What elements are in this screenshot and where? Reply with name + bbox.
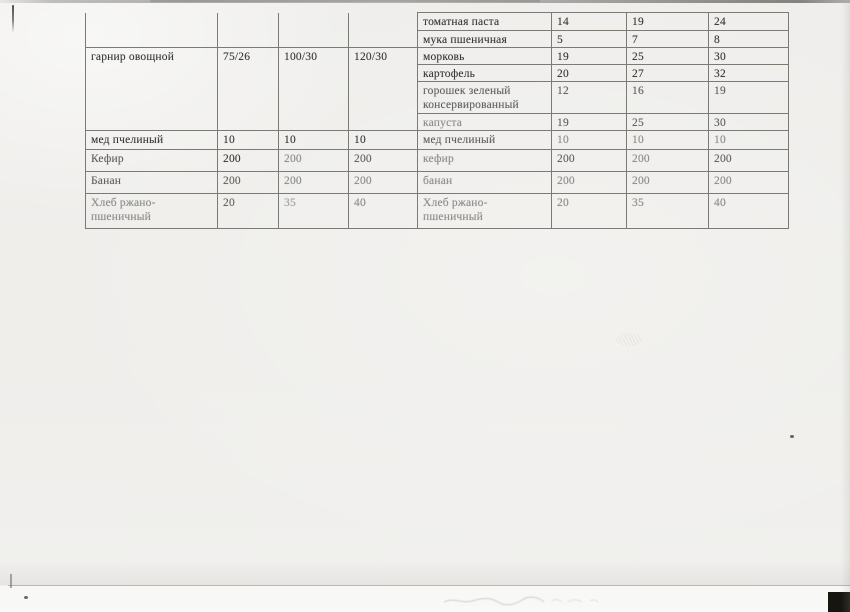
faint-smudge-mark <box>616 333 642 346</box>
portion-value-cell: 10 <box>348 130 418 150</box>
portion-value-cell: 200 <box>551 149 627 172</box>
portion-value-cell: 200 <box>278 149 349 172</box>
scanner-bed-strip <box>0 586 850 612</box>
portion-value-cell: 20 <box>551 193 627 229</box>
portion-value-cell: 200 <box>217 171 279 194</box>
product-name-cell: кефир <box>417 149 552 172</box>
ink-speck <box>790 435 794 438</box>
empty-cell <box>278 12 349 48</box>
portion-value-cell: 200 <box>626 171 709 194</box>
portion-value-cell: 35 <box>278 193 349 229</box>
handwriting-smudge <box>443 596 599 606</box>
product-name-cell: картофель <box>417 64 552 82</box>
scan-edge-shade <box>841 0 850 612</box>
product-name-cell: Хлеб ржано- пшеничный <box>417 193 552 229</box>
portion-value-cell: 16 <box>626 81 709 114</box>
product-name-cell: горошек зеленый консервированный <box>417 81 552 114</box>
product-name-cell: мед пчелиный <box>417 130 552 150</box>
portion-value-cell: 200 <box>278 171 349 194</box>
product-name-cell: морковь <box>417 47 552 65</box>
scanner-edge-artifact <box>0 0 850 3</box>
portion-value-cell: 200 <box>348 171 418 194</box>
paper-edge-line <box>8 585 850 586</box>
portion-value-cell: 27 <box>626 64 709 82</box>
paper-bottom-shadow <box>0 560 850 585</box>
portion-value-cell: 35 <box>626 193 709 229</box>
portion-value-cell: 25 <box>626 47 709 65</box>
portion-value-cell: 12 <box>551 81 627 114</box>
product-name-cell: гарнир овощной <box>85 47 218 131</box>
portion-value-cell: 30 <box>708 47 789 65</box>
pen-stroke-mark <box>12 5 14 33</box>
portion-value-cell: 200 <box>708 171 789 194</box>
portion-value-cell: 7 <box>626 30 709 48</box>
portion-value-cell: 120/30 <box>348 47 418 131</box>
empty-cell <box>348 12 418 48</box>
empty-cell <box>217 12 279 48</box>
empty-cell <box>85 12 218 48</box>
portion-value-cell: 14 <box>551 12 627 31</box>
ink-speck <box>24 596 28 599</box>
portion-value-cell: 200 <box>551 171 627 194</box>
portion-value-cell: 10 <box>217 130 279 150</box>
portion-value-cell: 40 <box>348 193 418 229</box>
product-name-cell: мед пчелиный <box>85 130 218 150</box>
portion-value-cell: 10 <box>551 130 627 150</box>
portion-value-cell: 200 <box>348 149 418 172</box>
ration-table-container: томатная паста 14 19 24 мука пшеничная 5… <box>85 12 789 229</box>
portion-value-cell: 5 <box>551 30 627 48</box>
portion-value-cell: 8 <box>708 30 789 48</box>
product-name-cell: банан <box>417 171 552 194</box>
portion-value-cell: 200 <box>217 149 279 172</box>
portion-value-cell: 19 <box>551 47 627 65</box>
portion-value-cell: 200 <box>626 149 709 172</box>
portion-value-cell: 25 <box>626 113 709 131</box>
product-name-cell: Хлеб ржано- пшеничный <box>85 193 218 229</box>
product-name-cell: Банан <box>85 171 218 194</box>
product-name-cell: Кефир <box>85 149 218 172</box>
scanner-corner-mark <box>828 592 850 612</box>
portion-value-cell: 20 <box>551 64 627 82</box>
product-name-cell: капуста <box>417 113 552 131</box>
portion-value-cell: 19 <box>626 12 709 31</box>
paper-corner-tick <box>10 574 12 588</box>
portion-value-cell: 30 <box>708 113 789 131</box>
portion-value-cell: 32 <box>708 64 789 82</box>
portion-value-cell: 20 <box>217 193 279 229</box>
portion-value-cell: 40 <box>708 193 789 229</box>
product-name-cell: мука пшеничная <box>417 30 552 48</box>
portion-value-cell: 10 <box>708 130 789 150</box>
portion-value-cell: 19 <box>708 81 789 114</box>
portion-value-cell: 75/26 <box>217 47 279 131</box>
portion-value-cell: 10 <box>278 130 349 150</box>
portion-value-cell: 100/30 <box>278 47 349 131</box>
portion-value-cell: 19 <box>551 113 627 131</box>
ration-table: томатная паста 14 19 24 мука пшеничная 5… <box>85 12 789 229</box>
portion-value-cell: 24 <box>708 12 789 31</box>
portion-value-cell: 10 <box>626 130 709 150</box>
portion-value-cell: 200 <box>708 149 789 172</box>
product-name-cell: томатная паста <box>417 12 552 31</box>
